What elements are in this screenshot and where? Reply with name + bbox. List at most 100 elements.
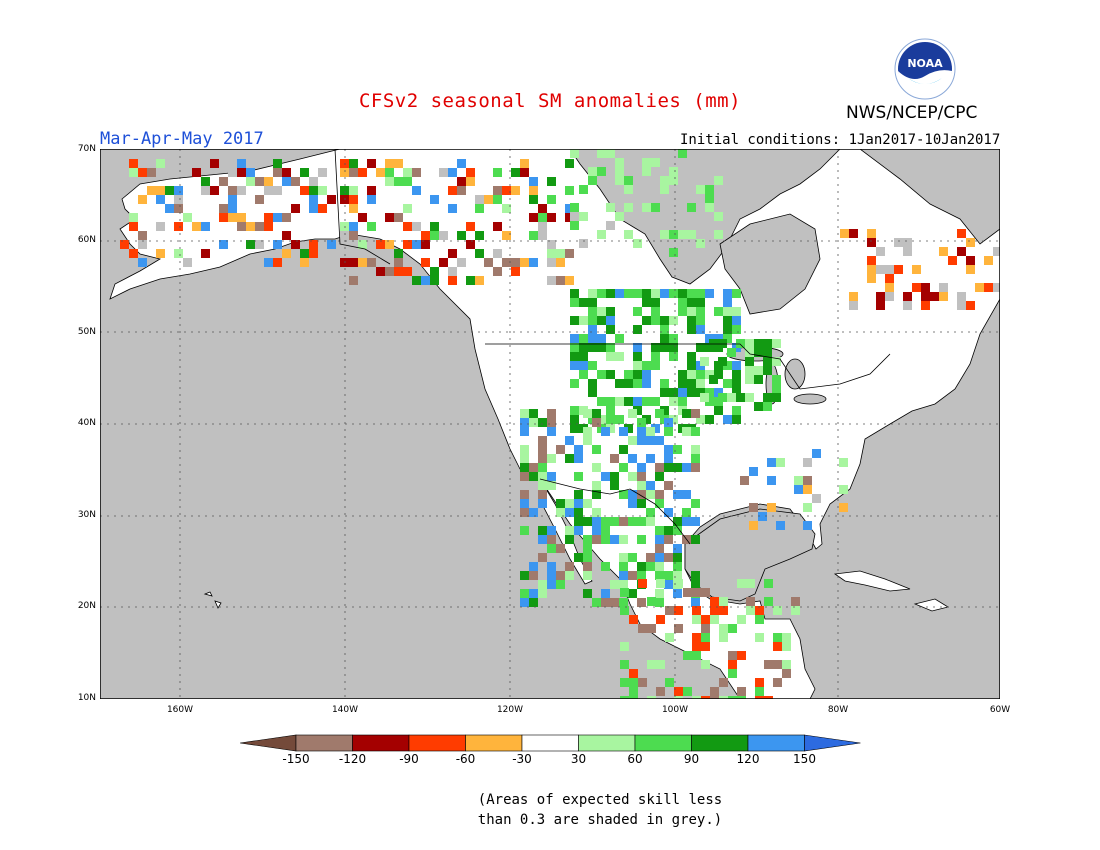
anomaly-cell	[746, 606, 755, 615]
anomaly-cell	[930, 292, 939, 301]
anomaly-cell	[547, 418, 556, 427]
anomaly-cell	[349, 204, 358, 213]
anomaly-cell	[583, 571, 592, 580]
anomaly-cell	[719, 633, 728, 642]
anomaly-cell	[129, 213, 138, 222]
anomaly-cell	[754, 366, 763, 375]
anomaly-cell	[660, 343, 669, 352]
anomaly-cell	[606, 370, 615, 379]
anomaly-cell	[165, 186, 174, 195]
anomaly-cell	[228, 213, 237, 222]
anomaly-cell	[678, 298, 687, 307]
anomaly-cell	[637, 418, 646, 427]
anomaly-cell	[620, 588, 629, 597]
anomaly-cell	[597, 415, 606, 424]
anomaly-cell	[687, 230, 696, 239]
anomaly-cell	[597, 334, 606, 343]
anomaly-cell	[682, 517, 691, 526]
anomaly-cell	[606, 406, 615, 415]
anomaly-cell	[403, 240, 412, 249]
anomaly-cell	[633, 379, 642, 388]
anomaly-cell	[156, 195, 165, 204]
anomaly-cell	[138, 195, 147, 204]
anomaly-cell	[615, 379, 624, 388]
anomaly-cell	[291, 177, 300, 186]
anomaly-cell	[682, 409, 691, 418]
anomaly-cell	[939, 247, 948, 256]
anomaly-cell	[629, 687, 638, 696]
anomaly-cell	[538, 526, 547, 535]
legend-label-0: -150	[282, 752, 310, 766]
anomaly-cell	[966, 265, 975, 274]
anomaly-cell	[156, 168, 165, 177]
anomaly-cell	[673, 562, 682, 571]
anomaly-cell	[647, 597, 656, 606]
anomaly-cell	[701, 660, 710, 669]
anomaly-cell	[647, 660, 656, 669]
anomaly-cell	[876, 301, 885, 310]
anomaly-cell	[606, 203, 615, 212]
anomaly-cell	[273, 159, 282, 168]
anomaly-cell	[264, 213, 273, 222]
noaa-logo-text: NOAA	[907, 57, 943, 70]
anomaly-cell	[732, 307, 741, 316]
anomaly-cell	[583, 427, 592, 436]
anomaly-cell	[651, 316, 660, 325]
legend-bin-2	[352, 734, 410, 752]
anomaly-cell	[367, 222, 376, 231]
anomaly-cell	[484, 258, 493, 267]
anomaly-cell	[570, 361, 579, 370]
anomaly-cell	[669, 343, 678, 352]
anomaly-cell	[529, 571, 538, 580]
anomaly-cell	[570, 298, 579, 307]
anomaly-cell	[430, 231, 439, 240]
anomaly-cell	[412, 222, 421, 231]
anomaly-cell	[673, 571, 682, 580]
anomaly-cell	[660, 334, 669, 343]
anomaly-cell	[637, 436, 646, 445]
anomaly-cell	[174, 222, 183, 231]
anomaly-cell	[732, 316, 741, 325]
anomaly-cell	[349, 231, 358, 240]
anomaly-cell	[655, 472, 664, 481]
anomaly-cell	[957, 301, 966, 310]
anomaly-cell	[538, 481, 547, 490]
anomaly-cell	[642, 167, 651, 176]
anomaly-cell	[633, 352, 642, 361]
anomaly-cell	[583, 589, 592, 598]
anomaly-cell	[656, 687, 665, 696]
anomaly-cell	[574, 445, 583, 454]
anomaly-cell	[529, 598, 538, 607]
anomaly-cell	[673, 517, 682, 526]
anomaly-cell	[655, 562, 664, 571]
anomaly-cell	[794, 476, 803, 485]
anomaly-cell	[620, 678, 629, 687]
anomaly-cell	[574, 454, 583, 463]
anomaly-cell	[439, 168, 448, 177]
anomaly-cell	[664, 427, 673, 436]
anomaly-cell	[719, 606, 728, 615]
anomaly-cell	[638, 579, 647, 588]
anomaly-cell	[430, 222, 439, 231]
anomaly-cell	[394, 213, 403, 222]
anomaly-cell	[921, 292, 930, 301]
anomaly-cell	[606, 352, 615, 361]
anomaly-cell	[651, 397, 660, 406]
anomaly-cell	[705, 334, 714, 343]
anomaly-cell	[665, 678, 674, 687]
anomaly-cell	[754, 348, 763, 357]
anomaly-cell	[579, 212, 588, 221]
anomaly-cell	[628, 490, 637, 499]
anomaly-cell	[660, 289, 669, 298]
anomaly-cell	[692, 651, 701, 660]
anomaly-cell	[655, 544, 664, 553]
anomaly-cell	[620, 660, 629, 669]
anomaly-cell	[183, 258, 192, 267]
anomaly-cell	[466, 168, 475, 177]
anomaly-cell	[588, 176, 597, 185]
anomaly-cell	[466, 240, 475, 249]
anomaly-cell	[588, 289, 597, 298]
anomaly-cell	[682, 490, 691, 499]
anomaly-cell	[165, 204, 174, 213]
anomaly-cell	[849, 301, 858, 310]
